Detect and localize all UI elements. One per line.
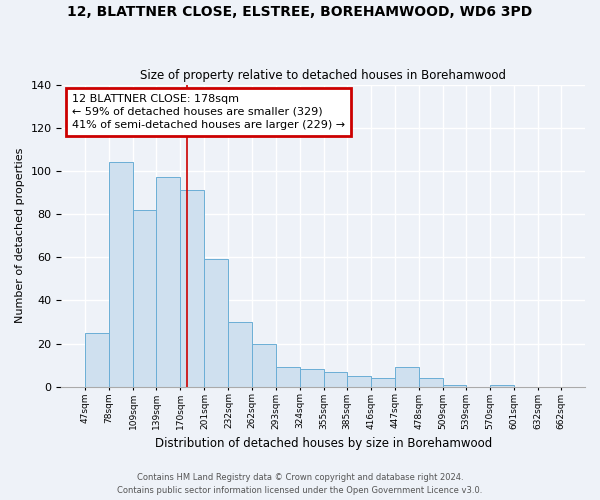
Bar [347,376,371,386]
Title: Size of property relative to detached houses in Borehamwood: Size of property relative to detached ho… [140,69,506,82]
Text: 12, BLATTNER CLOSE, ELSTREE, BOREHAMWOOD, WD6 3PD: 12, BLATTNER CLOSE, ELSTREE, BOREHAMWOOD… [67,5,533,19]
Bar [181,190,205,386]
Bar [371,378,395,386]
Bar [395,368,419,386]
Bar [157,178,181,386]
Text: 12 BLATTNER CLOSE: 178sqm
← 59% of detached houses are smaller (329)
41% of semi: 12 BLATTNER CLOSE: 178sqm ← 59% of detac… [72,94,345,130]
Bar [85,333,109,386]
Text: Contains HM Land Registry data © Crown copyright and database right 2024.
Contai: Contains HM Land Registry data © Crown c… [118,474,482,495]
Y-axis label: Number of detached properties: Number of detached properties [15,148,25,324]
Bar [490,384,514,386]
Bar [275,368,299,386]
Bar [443,384,466,386]
Bar [229,322,251,386]
Bar [133,210,157,386]
X-axis label: Distribution of detached houses by size in Borehamwood: Distribution of detached houses by size … [155,437,492,450]
Bar [419,378,443,386]
Bar [251,344,275,386]
Bar [205,260,229,386]
Bar [299,370,323,386]
Bar [323,372,347,386]
Bar [109,162,133,386]
